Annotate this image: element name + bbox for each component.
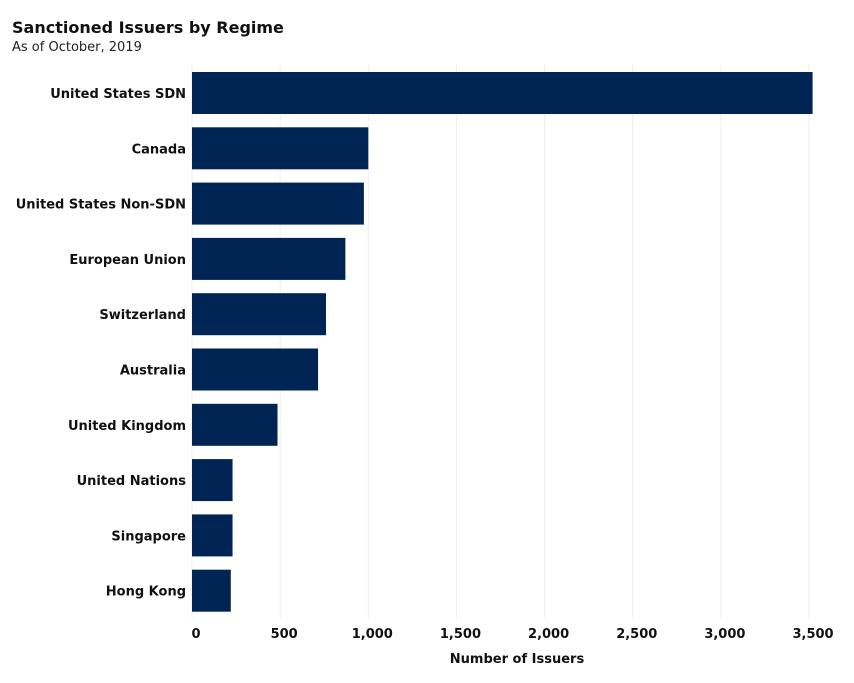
x-tick-label: 1,500 [440, 627, 481, 642]
x-tick-label: 0 [191, 627, 200, 642]
x-axis-title: Number of Issuers [450, 652, 585, 667]
category-labels: United States SDN Canada United States Non… [16, 87, 187, 600]
category-label: Australia [120, 364, 186, 379]
chart-subtitle: As of October, 2019 [12, 40, 142, 55]
x-tick-label: 2,000 [528, 627, 569, 642]
bar [192, 182, 364, 225]
bar [192, 237, 346, 280]
category-label: Singapore [111, 529, 186, 544]
category-label: Canada [132, 142, 186, 157]
x-tick-label: 2,500 [616, 627, 657, 642]
bars [192, 72, 813, 612]
bar [192, 72, 813, 114]
category-label: European Union [69, 253, 186, 268]
category-label: Switzerland [99, 308, 186, 323]
bar [192, 127, 369, 170]
x-tick-label: 3,500 [792, 627, 833, 642]
x-tick-label: 500 [271, 627, 298, 642]
category-label: United Kingdom [68, 419, 186, 434]
bar [192, 293, 326, 336]
bar [192, 403, 278, 446]
category-label: Hong Kong [106, 585, 186, 600]
category-label: United States SDN [50, 87, 186, 102]
x-tick-label: 3,000 [704, 627, 745, 642]
bar [192, 569, 231, 612]
bar [192, 459, 233, 502]
x-tick-label: 1,000 [352, 627, 393, 642]
x-tick-labels: 0 500 1,000 1,500 2,000 2,500 3,000 3,500 [191, 627, 833, 642]
category-label: United States Non-SDN [16, 198, 186, 213]
bar [192, 348, 319, 391]
category-label: United Nations [77, 474, 187, 489]
chart-title: Sanctioned Issuers by Regime [12, 18, 284, 37]
bar [192, 514, 233, 557]
